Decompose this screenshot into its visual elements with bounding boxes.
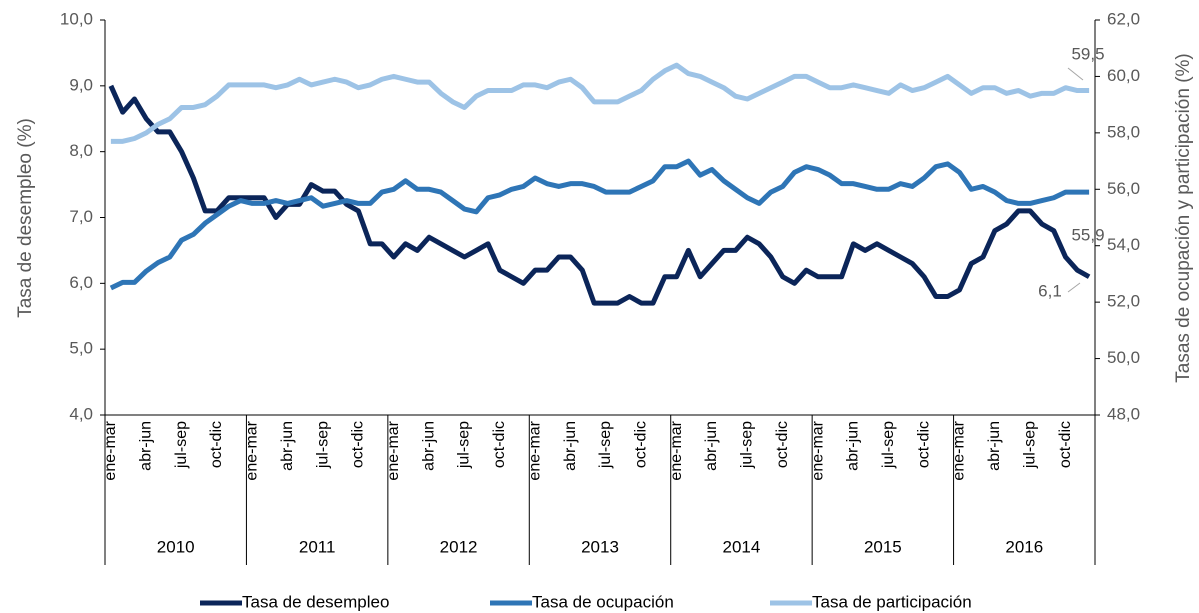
x-tick-label: abr-jun: [845, 421, 862, 471]
y-tick-label: 10,0: [60, 9, 93, 28]
x-tick-label: oct-dic: [632, 421, 649, 468]
y-tick-label: 9,0: [69, 75, 93, 94]
year-label: 2012: [440, 537, 478, 556]
x-tick-label: jul-sep: [314, 421, 331, 469]
x-tick-label: oct-dic: [774, 421, 791, 468]
x-tick-label: abr-jun: [420, 421, 437, 471]
y2-axis-title: Tasas de ocupación y participación (%): [1173, 53, 1194, 383]
x-tick-label: oct-dic: [915, 421, 932, 468]
series-line: [108, 84, 1091, 306]
y2-tick-label: 62,0: [1107, 9, 1140, 28]
year-label: 2010: [157, 537, 195, 556]
x-tick-label: oct-dic: [350, 421, 367, 468]
legend-label: Tasa de participación: [812, 592, 972, 611]
year-label: 2011: [299, 537, 336, 556]
year-label: 2013: [581, 537, 619, 556]
x-tick-label: oct-dic: [1057, 421, 1074, 468]
y2-tick-label: 48,0: [1107, 404, 1140, 423]
y2-tick-label: 58,0: [1107, 122, 1140, 141]
x-tick-label: jul-sep: [597, 421, 614, 469]
y-axis-title: Tasa de desempleo (%): [15, 118, 36, 318]
x-tick-label: ene-mar: [385, 420, 402, 480]
x-tick-label: jul-sep: [1021, 421, 1038, 469]
x-tick-label: jul-sep: [739, 421, 756, 469]
x-tick-label: jul-sep: [456, 421, 473, 469]
legend-label: Tasa de ocupación: [532, 592, 674, 611]
x-tick-label: ene-mar: [951, 420, 968, 480]
y-tick-label: 4,0: [69, 404, 93, 423]
leader-line: [1067, 282, 1081, 293]
leader-line: [1067, 67, 1084, 81]
data-label: 55,9: [1071, 225, 1104, 244]
data-label: 59,5: [1071, 44, 1104, 63]
y2-tick-label: 50,0: [1107, 348, 1140, 367]
legend-label: Tasa de desempleo: [242, 592, 389, 611]
year-label: 2015: [864, 537, 902, 556]
x-tick-label: oct-dic: [491, 421, 508, 468]
data-label: 6,1: [1038, 281, 1062, 300]
y-tick-label: 6,0: [69, 273, 93, 292]
x-tick-label: jul-sep: [880, 421, 897, 469]
x-tick-label: ene-mar: [809, 420, 826, 480]
year-label: 2014: [723, 537, 761, 556]
y2-tick-label: 60,0: [1107, 66, 1140, 85]
x-tick-label: ene-mar: [668, 420, 685, 480]
y-tick-label: 5,0: [69, 339, 93, 358]
x-tick-label: jul-sep: [173, 421, 190, 469]
x-tick-label: abr-jun: [703, 421, 720, 471]
x-tick-label: ene-mar: [102, 420, 119, 480]
x-tick-label: abr-jun: [279, 421, 296, 471]
x-tick-label: oct-dic: [208, 421, 225, 468]
series-line: [109, 158, 1090, 291]
x-tick-label: abr-jun: [562, 421, 579, 471]
y2-tick-label: 54,0: [1107, 235, 1140, 254]
x-tick-label: abr-jun: [986, 421, 1003, 471]
y-tick-label: 7,0: [69, 207, 93, 226]
y2-tick-label: 52,0: [1107, 292, 1140, 311]
year-label: 2016: [1005, 537, 1043, 556]
x-tick-label: ene-mar: [526, 420, 543, 480]
y-tick-label: 8,0: [69, 141, 93, 160]
series-line: [110, 62, 1090, 144]
x-tick-label: ene-mar: [244, 420, 261, 480]
y2-tick-label: 56,0: [1107, 179, 1140, 198]
x-tick-label: abr-jun: [137, 421, 154, 471]
